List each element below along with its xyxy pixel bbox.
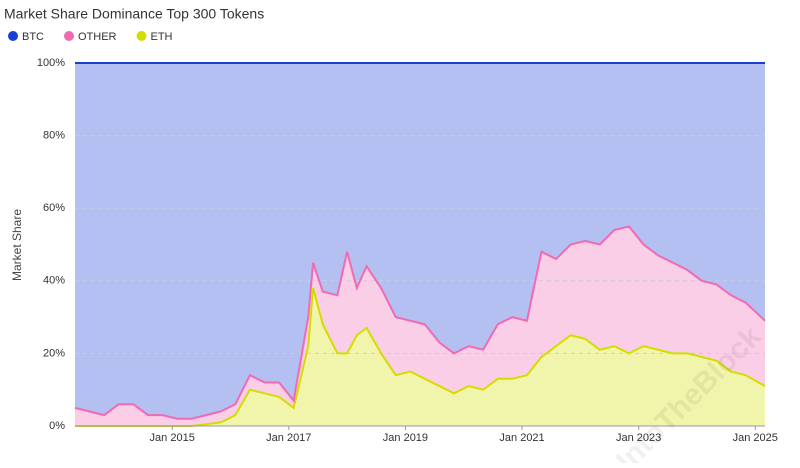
y-tick-label: 100% [37, 57, 65, 69]
y-axis-label: Market Share [10, 209, 24, 281]
y-tick-label: 80% [43, 130, 65, 142]
area-line [74, 225, 766, 420]
x-tick-label: Jan 2017 [266, 432, 311, 444]
y-tick-label: 60% [43, 202, 65, 214]
legend-label: OTHER [78, 31, 117, 43]
area [75, 288, 765, 426]
legend-marker [136, 31, 147, 41]
y-tick-label: 0% [49, 420, 65, 432]
x-tick-label: Jan 2025 [733, 432, 778, 444]
y-tick-label: 20% [43, 347, 65, 359]
x-tick-label: Jan 2019 [383, 432, 428, 444]
legend-marker [64, 31, 74, 41]
x-tick-label: Jan 2023 [616, 432, 661, 444]
legend-label: BTC [22, 31, 44, 43]
x-tick-label: Jan 2021 [499, 432, 544, 444]
chart-title: Market Share Dominance Top 300 Tokens [4, 6, 264, 22]
legend-label: ETH [151, 31, 173, 43]
y-tick-label: 40% [43, 275, 65, 287]
area [75, 63, 765, 419]
legend-marker [8, 31, 18, 41]
area [75, 226, 765, 426]
x-tick-label: Jan 2015 [150, 432, 195, 444]
plot-areas [75, 63, 765, 426]
